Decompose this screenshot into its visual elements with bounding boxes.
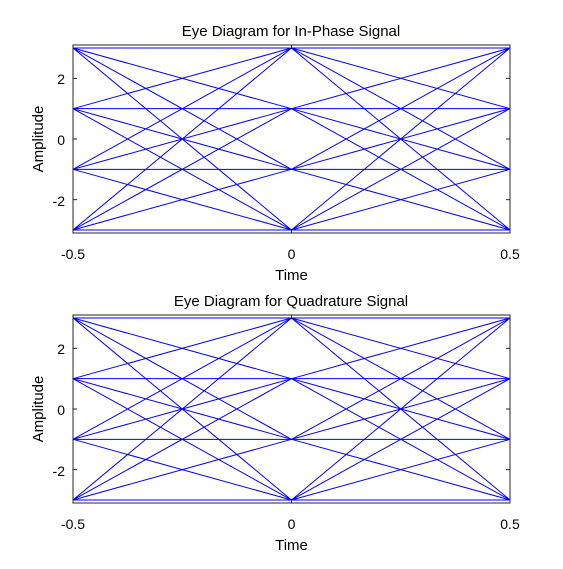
y-tick-label: -2	[53, 193, 66, 209]
x-tick-label: 0	[288, 246, 296, 262]
y-axis-label: Amplitude	[30, 376, 47, 443]
trace-segment	[291, 108, 511, 231]
eye-traces	[72, 317, 511, 501]
trace-segment	[291, 47, 511, 110]
y-tick-label: 0	[57, 132, 65, 148]
tick-marks	[72, 315, 511, 503]
trace-segment	[72, 317, 292, 501]
eye-diagram-quadrature: Eye Diagram for Quadrature Signal -0.5 0…	[30, 293, 520, 554]
trace-segment	[72, 317, 292, 440]
y-tick-label: 2	[57, 341, 65, 357]
trace-segment	[72, 438, 292, 501]
trace-segment	[291, 317, 511, 440]
trace-segment	[291, 378, 511, 501]
x-tick-label: 0.5	[500, 246, 520, 262]
trace-segment	[72, 47, 292, 110]
y-tick-label: 0	[57, 402, 65, 418]
x-tick-label: 0	[288, 516, 296, 532]
trace-segment	[291, 168, 511, 231]
y-axis-label: Amplitude	[30, 106, 47, 173]
tick-marks	[72, 45, 511, 233]
chart-title: Eye Diagram for Quadrature Signal	[174, 293, 408, 310]
x-axis-label: Time	[275, 537, 308, 554]
y-tick-label: 2	[57, 71, 65, 87]
trace-segment	[291, 47, 511, 170]
trace-segment	[291, 317, 511, 501]
eye-diagram-in-phase: Eye Diagram for In-Phase Signal -0.5 0 0…	[30, 23, 520, 284]
trace-segment	[72, 47, 292, 231]
trace-segment	[72, 108, 292, 231]
x-tick-label: -0.5	[61, 516, 85, 532]
chart-title: Eye Diagram for In-Phase Signal	[182, 23, 400, 40]
x-tick-label: 0.5	[500, 516, 520, 532]
eye-traces	[72, 47, 511, 231]
y-tick-label: -2	[53, 463, 66, 479]
trace-segment	[72, 47, 292, 170]
trace-segment	[72, 168, 292, 231]
trace-segment	[72, 317, 292, 380]
trace-segment	[291, 47, 511, 231]
trace-segment	[291, 317, 511, 380]
x-tick-label: -0.5	[61, 246, 85, 262]
x-axis-label: Time	[275, 267, 308, 284]
trace-segment	[72, 378, 292, 501]
trace-segment	[291, 438, 511, 501]
